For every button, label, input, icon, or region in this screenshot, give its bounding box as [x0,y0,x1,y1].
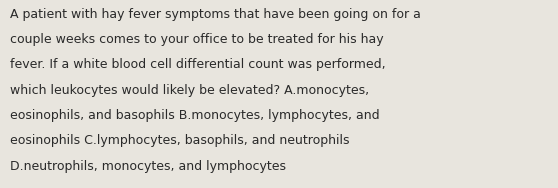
Text: eosinophils C.lymphocytes, basophils, and neutrophils: eosinophils C.lymphocytes, basophils, an… [10,134,349,147]
Text: fever. If a white blood cell differential count was performed,: fever. If a white blood cell differentia… [10,58,386,71]
Text: which leukocytes would likely be elevated? A.monocytes,: which leukocytes would likely be elevate… [10,84,369,97]
Text: eosinophils, and basophils B.monocytes, lymphocytes, and: eosinophils, and basophils B.monocytes, … [10,109,379,122]
Text: couple weeks comes to your office to be treated for his hay: couple weeks comes to your office to be … [10,33,384,46]
Text: A patient with hay fever symptoms that have been going on for a: A patient with hay fever symptoms that h… [10,8,421,20]
Text: D.neutrophils, monocytes, and lymphocytes: D.neutrophils, monocytes, and lymphocyte… [10,160,286,173]
